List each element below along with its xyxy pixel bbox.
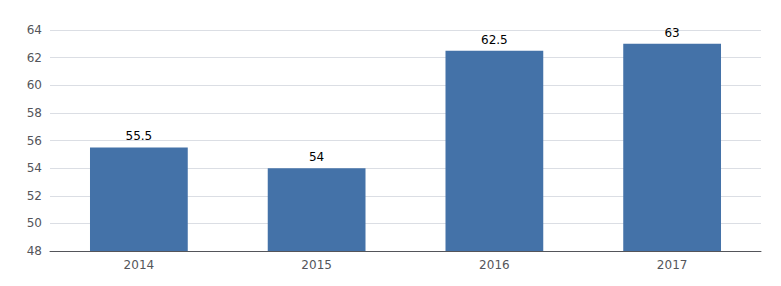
svg-text:2014: 2014: [124, 258, 155, 272]
svg-text:63: 63: [664, 26, 679, 40]
svg-text:52: 52: [27, 189, 42, 203]
svg-text:55.5: 55.5: [126, 129, 153, 143]
svg-text:48: 48: [27, 244, 42, 258]
svg-text:2017: 2017: [657, 258, 688, 272]
svg-text:56: 56: [27, 134, 42, 148]
svg-text:60: 60: [27, 78, 42, 92]
svg-text:62.5: 62.5: [481, 33, 508, 47]
svg-text:50: 50: [27, 216, 42, 230]
svg-text:64: 64: [27, 23, 42, 37]
svg-text:58: 58: [27, 106, 42, 120]
svg-text:62: 62: [27, 51, 42, 65]
svg-text:54: 54: [309, 150, 324, 164]
svg-text:2016: 2016: [479, 258, 510, 272]
svg-text:54: 54: [27, 161, 42, 175]
svg-text:2015: 2015: [301, 258, 332, 272]
